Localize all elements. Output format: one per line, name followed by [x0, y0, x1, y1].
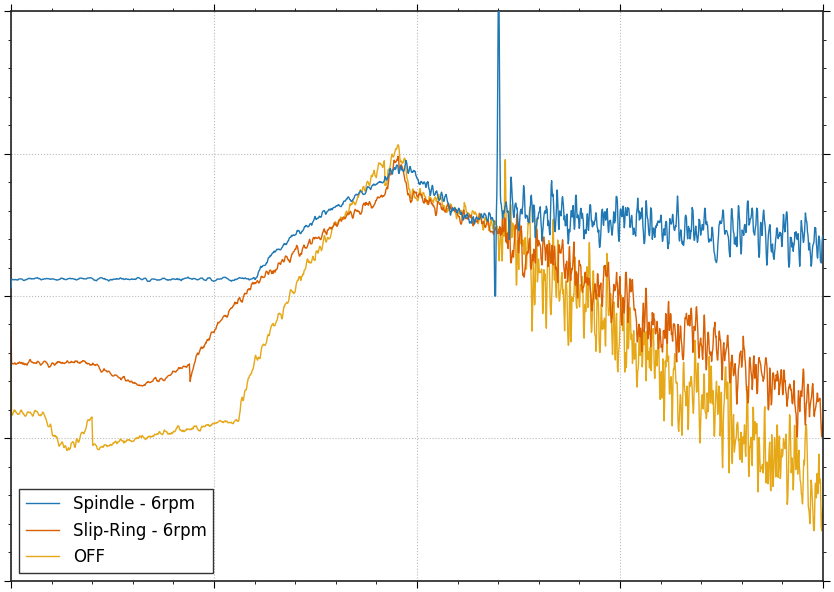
- Slip-Ring - 6rpm: [6, 326, 16, 333]
- Line: Spindle - 6rpm: Spindle - 6rpm: [11, 0, 823, 296]
- Slip-Ring - 6rpm: [646, 343, 656, 350]
- Slip-Ring - 6rpm: [379, 192, 389, 199]
- OFF: [401, 168, 411, 175]
- OFF: [646, 354, 656, 361]
- Slip-Ring - 6rpm: [393, 153, 403, 160]
- OFF: [816, 527, 826, 534]
- OFF: [795, 468, 805, 475]
- OFF: [818, 504, 828, 511]
- Legend: Spindle - 6rpm, Slip-Ring - 6rpm, OFF: Spindle - 6rpm, Slip-Ring - 6rpm, OFF: [19, 488, 214, 572]
- Line: Slip-Ring - 6rpm: Slip-Ring - 6rpm: [11, 156, 823, 437]
- Spindle - 6rpm: [48, 275, 58, 282]
- Spindle - 6rpm: [401, 157, 411, 164]
- Spindle - 6rpm: [490, 292, 500, 300]
- OFF: [393, 141, 403, 149]
- Spindle - 6rpm: [795, 255, 805, 262]
- Slip-Ring - 6rpm: [792, 433, 802, 440]
- Spindle - 6rpm: [795, 263, 805, 270]
- OFF: [48, 432, 58, 439]
- Slip-Ring - 6rpm: [795, 408, 805, 415]
- Line: OFF: OFF: [11, 145, 823, 530]
- Slip-Ring - 6rpm: [795, 401, 805, 408]
- OFF: [6, 352, 16, 359]
- OFF: [379, 157, 389, 165]
- OFF: [794, 462, 804, 469]
- Spindle - 6rpm: [646, 206, 656, 213]
- Slip-Ring - 6rpm: [818, 417, 828, 424]
- Slip-Ring - 6rpm: [48, 360, 58, 367]
- Slip-Ring - 6rpm: [401, 179, 411, 186]
- Spindle - 6rpm: [379, 178, 389, 185]
- Spindle - 6rpm: [818, 232, 828, 239]
- Spindle - 6rpm: [6, 284, 16, 291]
